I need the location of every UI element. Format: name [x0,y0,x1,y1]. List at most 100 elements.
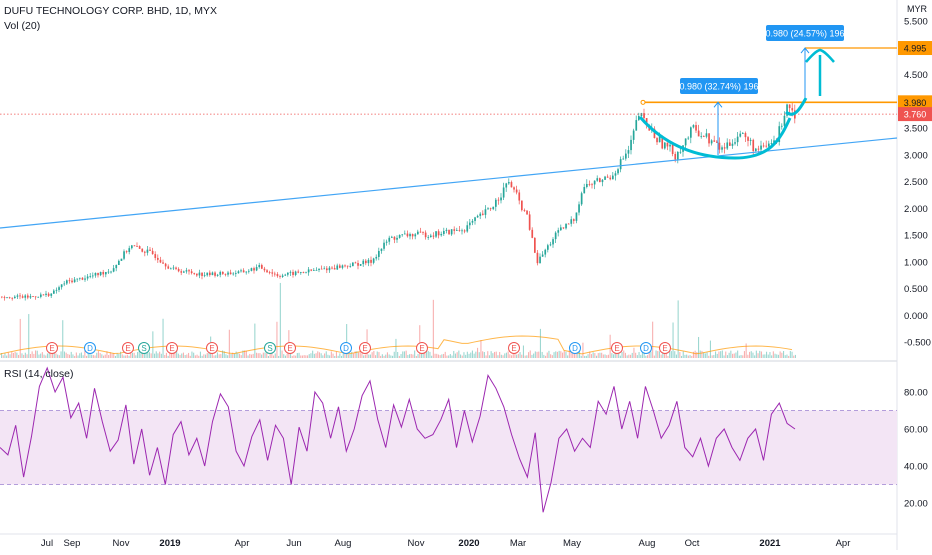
candle-body [255,267,258,271]
volume-bar [755,350,757,358]
candle-body [331,267,333,269]
candle-body [58,287,60,290]
candle-body [510,182,513,188]
volume-bar [60,351,62,358]
candle-body [487,208,489,210]
candle-body [567,223,570,225]
candle-body [752,139,755,152]
volume-bar [791,351,793,358]
volume-bar [308,354,310,358]
candle-body [115,264,118,269]
volume-bar [310,353,312,358]
volume-bar [303,355,305,358]
volume-bar [57,354,59,358]
volume-bar [431,355,433,358]
volume-bar [154,353,156,358]
volume-bar [232,352,234,358]
candle-body [474,217,476,221]
candle-body [128,248,131,252]
volume-bar [672,322,674,358]
candle-body [502,187,505,198]
volume-bar [300,355,302,358]
volume-bar [604,354,606,358]
volume-bar [698,336,700,358]
candle-body [453,229,456,231]
volume-bar [291,355,293,358]
volume-bar [555,351,557,358]
candle-body [791,108,794,111]
candle-body [274,273,276,275]
volume-bar [786,354,788,358]
volume-bar [67,354,69,358]
volume-bar [587,354,589,358]
candle-body [417,231,419,235]
candle-body [609,177,612,180]
volume-bar [325,351,327,358]
volume-bar [776,354,778,358]
volume-bar [99,353,101,358]
volume-bar [157,353,159,358]
volume-bar [657,351,659,358]
candle-body [125,251,128,253]
candle-body [47,293,50,296]
event-marker-d: D [572,344,578,353]
volume-bar [16,352,18,358]
volume-bar [448,355,450,358]
candle-body [422,231,424,233]
volume-bar [449,354,451,358]
candle-body [534,237,536,253]
volume-bar [257,353,259,358]
volume-bar [460,354,462,358]
candle-body [773,140,775,144]
volume-bar [589,351,591,358]
event-marker-circle [138,342,150,354]
volume-bar [592,352,594,358]
candle-body [305,272,307,274]
candle-body [401,234,404,236]
volume-bar [218,354,220,358]
candle-body [458,230,461,231]
volume-bar [11,352,13,358]
volume-bar [126,354,128,358]
candle-body [729,142,731,146]
volume-bar [619,355,621,358]
volume-bar [254,323,256,358]
candle-body [183,271,185,273]
price-tick-label: 0.500 [904,284,928,295]
volume-label: Vol (20) [4,20,41,32]
rsi-tick-label: 40.00 [904,462,928,473]
volume-bar [742,355,744,358]
candle-body [11,297,14,299]
volume-bar [630,354,632,358]
volume-bar [55,353,57,358]
candle-body [45,293,47,295]
volume-bar [58,355,60,358]
candle-body [396,237,398,240]
volume-bar [369,354,371,358]
volume-bar [572,352,574,358]
volume-bar [62,320,64,358]
candle-body [294,271,297,275]
volume-bar [446,355,448,358]
volume-bar [381,354,383,358]
candle-body [708,133,710,144]
candle-body [300,272,302,273]
time-tick-label: Nov [408,538,425,549]
volume-bar [747,354,749,358]
candle-body [86,276,89,279]
volume-bar [580,355,582,358]
volume-bar [764,354,766,358]
candle-body [716,141,718,143]
volume-bar [179,354,181,358]
volume-bar [709,340,711,358]
event-marker-e: E [419,344,424,353]
volume-bar [233,353,235,358]
last-price-badge: 3.760 [904,110,927,120]
volume-bar [36,350,38,358]
volume-bar [72,354,74,358]
candle-body [271,272,274,274]
candle-body [68,280,71,282]
volume-bar [696,351,698,358]
